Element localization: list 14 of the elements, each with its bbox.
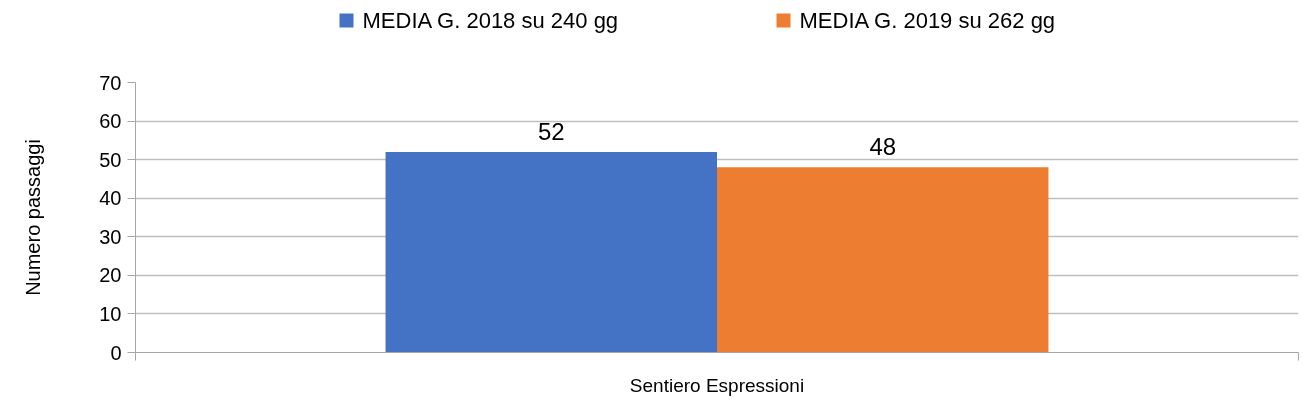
y-tick-label: 70 bbox=[99, 71, 122, 94]
data-label: 52 bbox=[537, 117, 565, 145]
x-tick-label: Sentiero Espressioni bbox=[629, 374, 805, 396]
y-tick-label: 50 bbox=[99, 148, 122, 171]
y-axis-title: Numero passaggi bbox=[22, 139, 45, 296]
y-tick-label: 60 bbox=[99, 110, 122, 133]
y-tick-label: 20 bbox=[99, 264, 122, 287]
legend-label: MEDIA G. 2019 su 262 gg bbox=[799, 8, 1056, 33]
y-tick-label: 10 bbox=[99, 302, 122, 325]
y-tick-label: 40 bbox=[99, 187, 122, 210]
y-tick-label: 0 bbox=[110, 341, 122, 364]
data-label: 48 bbox=[869, 133, 897, 161]
legend-label: MEDIA G. 2018 su 240 gg bbox=[362, 8, 619, 33]
y-tick-label: 30 bbox=[99, 225, 122, 248]
